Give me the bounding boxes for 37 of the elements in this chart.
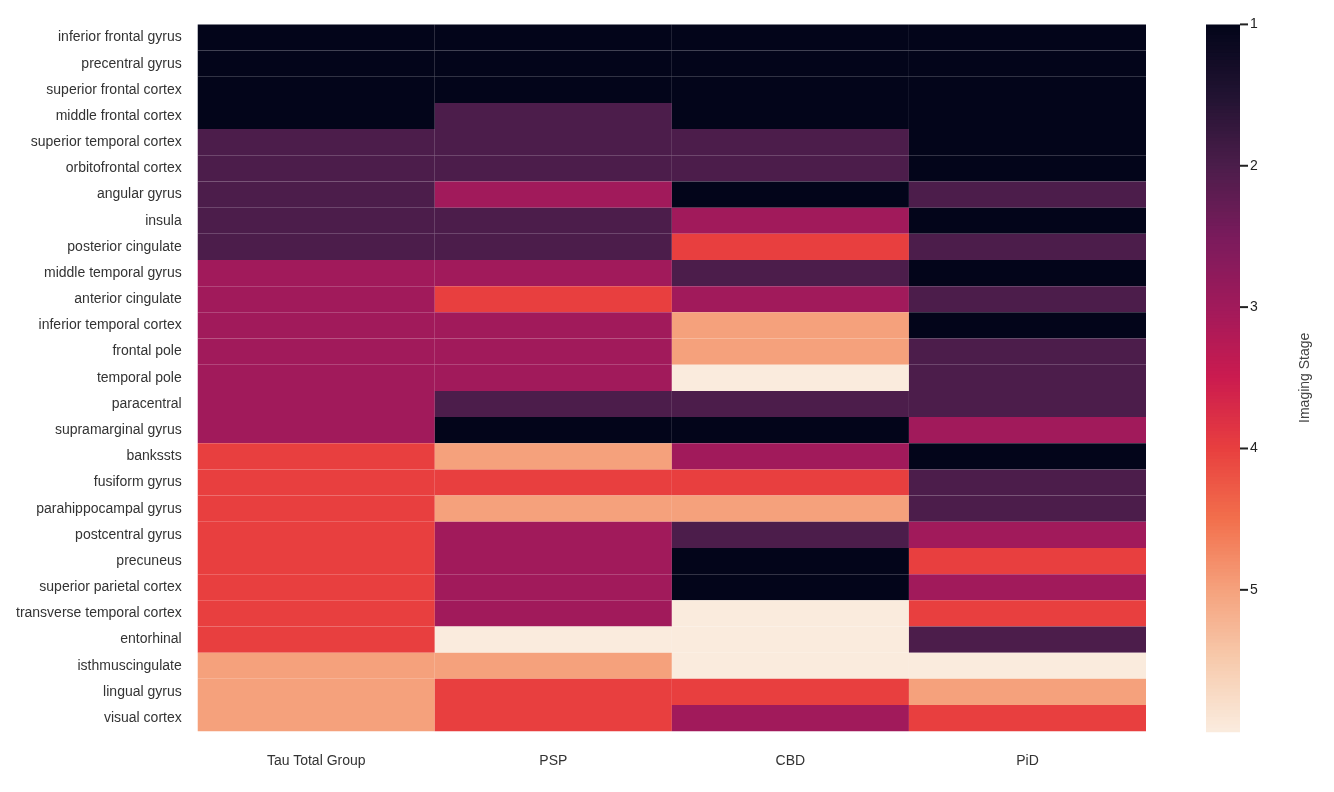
x-tick-label: PSP [539, 752, 568, 769]
y-tick-label: insula [145, 211, 182, 228]
color-bar-label: 3 [1250, 297, 1258, 314]
y-tick-label: temporal pole [96, 368, 182, 385]
y-tick-label: precuneus [116, 551, 182, 568]
y-tick-label: inferior temporal cortex [38, 316, 182, 333]
y-tick-label: frontal pole [112, 342, 182, 359]
y-tick-label: posterior cingulate [67, 237, 182, 254]
color-bar-label: 1 [1250, 15, 1258, 32]
y-tick-label: lingual gyrus [103, 682, 182, 699]
y-tick-label: bankssts [126, 447, 182, 464]
y-tick-label: middle frontal cortex [55, 106, 182, 123]
x-tick-label: CBD [775, 752, 806, 769]
y-tick-label: transverse temporal cortex [16, 604, 182, 621]
y-tick-label: fusiform gyrus [93, 473, 182, 490]
y-tick-label: postcentral gyrus [75, 525, 182, 542]
y-tick-label: anterior cingulate [74, 290, 182, 307]
y-tick-label: inferior frontal gyrus [58, 28, 182, 45]
y-tick-label: isthmuscingulate [77, 656, 182, 673]
y-tick-label: paracentral [111, 394, 182, 411]
x-tick-label: PiD [1016, 752, 1039, 769]
y-tick-label: angular gyrus [96, 185, 182, 202]
y-tick-label: middle temporal gyrus [44, 263, 182, 280]
y-tick-label: superior frontal cortex [46, 80, 182, 97]
color-bar-title: Imaging Stage [1295, 332, 1312, 423]
y-tick-label: precentral gyrus [81, 54, 182, 71]
y-tick-label: entorhinal [120, 630, 182, 647]
y-tick-label: supramarginal gyrus [54, 421, 182, 438]
color-bar-label: 5 [1250, 580, 1258, 597]
y-tick-label: parahippocampal gyrus [36, 499, 182, 516]
color-bar-label: 2 [1250, 156, 1258, 173]
y-tick-label: superior temporal cortex [30, 133, 182, 150]
y-tick-label: orbitofrontal cortex [65, 159, 182, 176]
color-bar-label: 4 [1250, 439, 1258, 456]
x-tick-label: Tau Total Group [266, 752, 366, 769]
y-tick-label: visual cortex [103, 708, 182, 725]
y-tick-label: superior parietal cortex [39, 578, 182, 595]
